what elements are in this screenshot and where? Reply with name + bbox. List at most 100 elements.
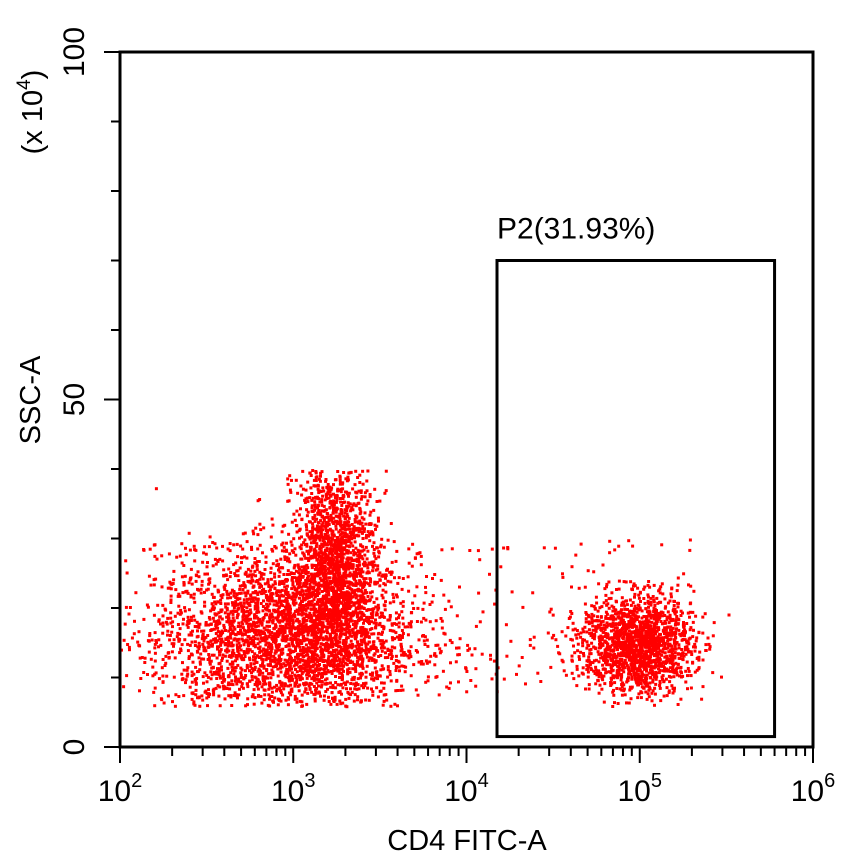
scatter-point bbox=[315, 566, 319, 570]
scatter-point bbox=[319, 604, 322, 608]
scatter-point bbox=[336, 569, 340, 573]
scatter-point bbox=[215, 677, 219, 680]
scatter-point bbox=[339, 702, 343, 706]
scatter-point bbox=[239, 544, 243, 548]
scatter-point bbox=[422, 639, 426, 643]
scatter-point bbox=[335, 560, 339, 564]
scatter-point bbox=[248, 658, 252, 662]
scatter-point bbox=[303, 597, 307, 601]
scatter-point bbox=[354, 596, 358, 600]
scatter-point bbox=[443, 607, 447, 611]
scatter-point bbox=[326, 615, 330, 619]
scatter-point bbox=[308, 588, 312, 592]
scatter-point bbox=[243, 555, 246, 559]
scatter-point bbox=[383, 608, 387, 612]
scatter-point bbox=[241, 657, 245, 660]
scatter-point bbox=[363, 564, 366, 568]
scatter-point bbox=[291, 583, 295, 587]
scatter-point bbox=[266, 578, 270, 582]
scatter-point bbox=[354, 469, 358, 473]
scatter-point bbox=[348, 594, 352, 598]
scatter-point bbox=[321, 599, 325, 603]
scatter-point bbox=[380, 574, 384, 578]
scatter-point bbox=[172, 578, 176, 582]
scatter-point bbox=[201, 642, 205, 646]
scatter-point bbox=[366, 582, 370, 586]
scatter-point bbox=[250, 695, 254, 699]
scatter-point bbox=[343, 645, 347, 649]
scatter-point bbox=[246, 597, 249, 601]
scatter-point bbox=[293, 658, 296, 662]
scatter-point bbox=[303, 543, 307, 547]
scatter-point bbox=[207, 616, 211, 619]
scatter-point bbox=[310, 531, 314, 535]
scatter-point bbox=[319, 471, 323, 475]
scatter-point bbox=[250, 641, 254, 644]
scatter-point bbox=[178, 632, 182, 636]
scatter-point bbox=[338, 546, 342, 550]
scatter-point bbox=[210, 666, 214, 670]
scatter-point bbox=[334, 621, 338, 625]
scatter-point bbox=[351, 589, 355, 593]
scatter-point bbox=[332, 543, 336, 547]
scatter-point bbox=[396, 704, 399, 708]
scatter-point bbox=[356, 598, 360, 602]
scatter-point bbox=[198, 704, 202, 708]
scatter-point bbox=[236, 574, 240, 578]
scatter-point bbox=[354, 670, 358, 673]
scatter-point bbox=[287, 499, 291, 503]
scatter-point bbox=[304, 604, 308, 608]
scatter-point bbox=[389, 652, 393, 656]
scatter-point bbox=[295, 530, 299, 534]
scatter-point bbox=[433, 663, 437, 667]
scatter-point bbox=[275, 591, 278, 595]
scatter-point bbox=[584, 617, 588, 621]
scatter-point bbox=[247, 617, 251, 621]
scatter-point bbox=[279, 594, 283, 598]
scatter-point bbox=[352, 677, 356, 681]
scatter-point bbox=[356, 629, 360, 633]
scatter-point bbox=[389, 570, 393, 574]
scatter-point bbox=[311, 469, 315, 472]
scatter-point bbox=[304, 584, 308, 588]
scatter-point bbox=[266, 656, 270, 660]
scatter-point bbox=[273, 660, 277, 664]
scatter-point bbox=[329, 600, 333, 603]
scatter-point bbox=[308, 536, 312, 539]
scatter-point bbox=[335, 591, 338, 595]
scatter-point bbox=[249, 662, 253, 666]
scatter-point bbox=[613, 701, 616, 705]
scatter-point bbox=[203, 646, 207, 650]
scatter-point bbox=[341, 523, 345, 527]
scatter-point bbox=[330, 652, 334, 656]
scatter-point bbox=[253, 637, 257, 641]
scatter-point bbox=[294, 655, 297, 659]
scatter-point bbox=[306, 659, 310, 663]
scatter-point bbox=[392, 661, 396, 665]
scatter-point bbox=[332, 657, 336, 661]
scatter-point bbox=[400, 629, 404, 632]
scatter-point bbox=[174, 693, 178, 697]
scatter-point bbox=[255, 682, 258, 686]
scatter-point bbox=[610, 591, 614, 595]
scatter-point bbox=[250, 675, 254, 678]
scatter-point bbox=[393, 576, 396, 580]
scatter-point bbox=[662, 639, 666, 643]
scatter-point bbox=[212, 690, 216, 694]
scatter-point bbox=[386, 675, 390, 679]
scatter-point bbox=[198, 622, 202, 626]
scatter-point bbox=[178, 554, 182, 558]
scatter-point bbox=[313, 670, 317, 674]
scatter-point bbox=[359, 634, 363, 638]
scatter-point bbox=[225, 687, 229, 690]
scatter-point bbox=[338, 549, 342, 553]
scatter-point bbox=[261, 658, 265, 662]
scatter-point bbox=[481, 610, 485, 614]
scatter-point bbox=[307, 552, 310, 556]
scatter-point bbox=[222, 573, 226, 577]
scatter-point bbox=[328, 664, 332, 668]
scatter-point bbox=[312, 527, 316, 531]
scatter-point bbox=[387, 653, 391, 657]
scatter-point bbox=[640, 643, 644, 646]
scatter-point bbox=[338, 629, 342, 633]
